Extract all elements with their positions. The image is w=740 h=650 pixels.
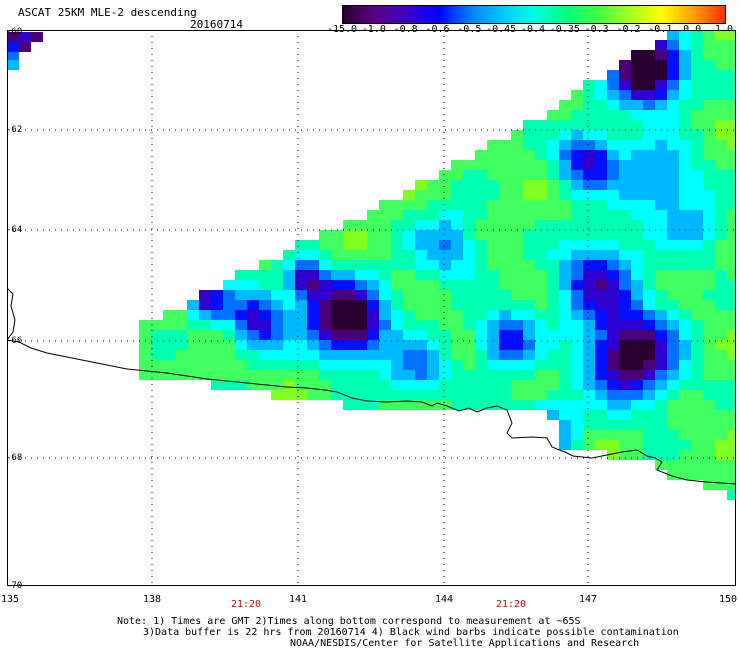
colorbar-tick-label: -15.0: [326, 24, 358, 35]
note-line-3: NOAA/NESDIS/Center for Satellite Applica…: [290, 638, 640, 649]
pass-time-1: 21:20: [230, 599, 262, 610]
colorbar-tick-label: -0.4: [520, 24, 546, 35]
lon-label-141: 141: [288, 594, 308, 605]
map-frame: [7, 30, 736, 586]
colorbar-tick-label: -0.5: [457, 24, 482, 35]
lon-label-138: 138: [142, 594, 162, 605]
lat-label-66: -66: [6, 336, 23, 346]
colorbar-tick-label: -0.2: [616, 24, 641, 35]
colorbar-tick-labels: -15.0 -1.0 -0.8 -0.6 -0.5 -0.45 -0.4 -0.35 -0.3-…: [326, 24, 736, 38]
pass-time-2: 21:20: [495, 599, 527, 610]
lon-label-144: 144: [434, 594, 454, 605]
note-line-2: 3)Data buffer is 22 hrs from 20160714 4)…: [143, 627, 679, 638]
colorbar-tick-label: -1.0: [361, 24, 386, 35]
lat-label-68: -68: [6, 453, 23, 463]
lon-label-150: 150: [718, 594, 738, 605]
colorbar-tick-label: -0.8: [393, 24, 418, 35]
swath-map: [7, 30, 736, 586]
lon-label-135: 135: [0, 594, 20, 605]
colorbar-tick-label: -0.45: [486, 24, 517, 35]
colorbar-tick-label: -0.6: [425, 24, 450, 35]
colorbar-tick-label: -0.35: [549, 24, 580, 35]
product-date: 20160714: [190, 18, 243, 31]
swath-cells: [7, 30, 736, 500]
lat-label-60: -60: [6, 27, 23, 37]
lat-label-64: -64: [6, 225, 23, 235]
colorbar-tick-label: -0.1: [648, 24, 673, 35]
colorbar: [342, 5, 726, 24]
colorbar-tick-label: 1.0: [714, 24, 734, 35]
lat-label-70: -70: [6, 581, 23, 591]
note-line-1: Note: 1) Times are GMT 2)Times along bot…: [117, 616, 581, 627]
lat-label-62: -62: [6, 125, 23, 135]
product-title: ASCAT 25KM MLE-2 descending: [18, 6, 197, 19]
colorbar-tick-label: -0.3: [584, 24, 609, 35]
colorbar-tick-label: 0.0: [683, 24, 702, 35]
lon-label-147: 147: [578, 594, 598, 605]
antarctic-coastline: [7, 287, 736, 485]
